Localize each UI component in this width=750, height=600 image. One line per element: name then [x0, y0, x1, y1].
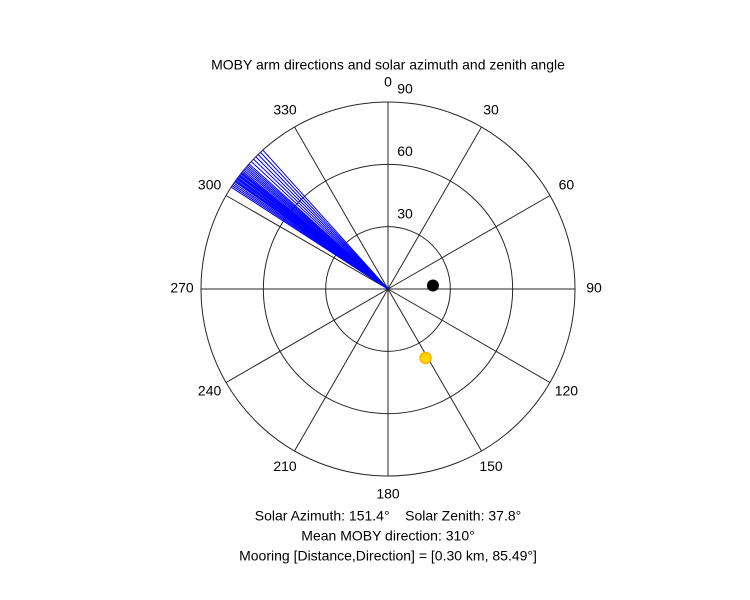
theta-tick-label: 330: [273, 101, 297, 117]
grid-spoke: [387, 195, 551, 290]
r-tick-label: 30: [397, 205, 413, 221]
arm-line: [253, 158, 389, 290]
grid-spoke: [387, 288, 482, 452]
arm-line: [250, 161, 389, 290]
mooring-marker: [426, 279, 439, 292]
arm-line: [260, 151, 389, 290]
theta-tick-label: 90: [586, 280, 602, 296]
grid-spoke: [387, 126, 482, 290]
r-tick-label: 60: [397, 143, 413, 159]
r-tick-label: 90: [397, 81, 413, 97]
sun-marker: [419, 351, 432, 365]
annotation: Mooring [Distance,Direction] = [0.30 km,…: [239, 548, 537, 564]
theta-tick-label: 270: [170, 280, 194, 296]
grid-spoke: [387, 288, 551, 383]
annotation: Mean MOBY direction: 310°: [301, 528, 474, 544]
arm-line: [262, 149, 389, 290]
theta-tick-label: 150: [479, 458, 503, 474]
grid-spoke: [294, 126, 389, 290]
theta-tick-label: 60: [559, 177, 575, 193]
theta-tick-label: 210: [273, 458, 297, 474]
theta-tick-label: 0: [384, 74, 392, 90]
grid-spoke: [225, 195, 389, 290]
arm-line: [255, 156, 389, 290]
theta-tick-label: 120: [555, 383, 579, 399]
theta-tick-label: 30: [483, 101, 499, 117]
theta-tick-label: 240: [198, 383, 222, 399]
theta-tick-label: 300: [198, 177, 222, 193]
grid-spoke: [225, 288, 389, 383]
theta-tick-label: 180: [376, 486, 400, 502]
annotation: Solar Azimuth: 151.4° Solar Zenith: 37.8…: [255, 508, 521, 524]
chart-title: MOBY arm directions and solar azimuth an…: [211, 57, 565, 73]
arm-line: [257, 154, 389, 290]
arm-line: [248, 163, 389, 290]
grid-spoke: [294, 288, 389, 452]
